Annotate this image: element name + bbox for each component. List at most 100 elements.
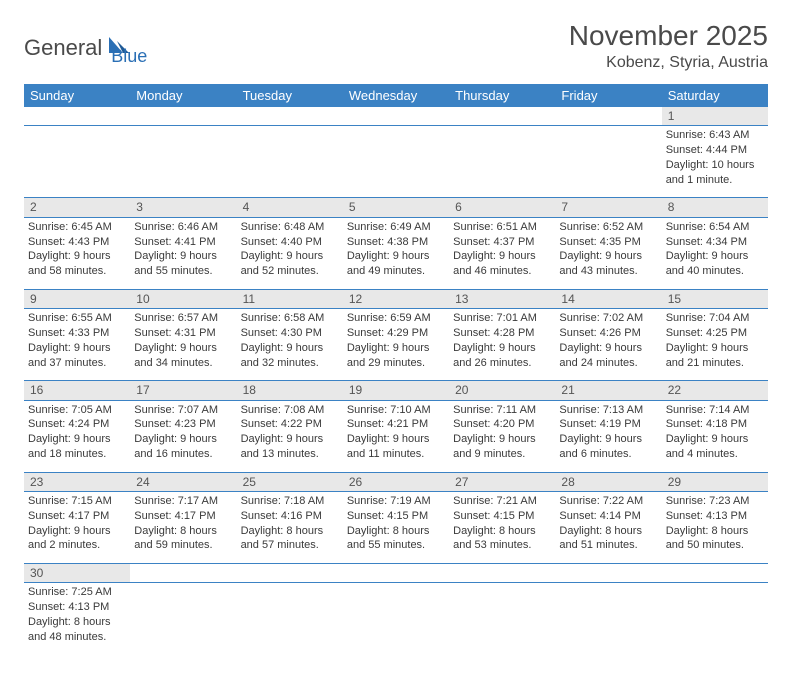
day-cell: Sunrise: 6:59 AMSunset: 4:29 PMDaylight:… [343,309,449,381]
day-number: 21 [555,381,661,400]
daylight-text: Daylight: 8 hours and 55 minutes. [347,524,445,554]
daylight-text: Daylight: 9 hours and 4 minutes. [666,432,764,462]
sunset-text: Sunset: 4:29 PM [347,326,445,341]
day-header-row: Sunday Monday Tuesday Wednesday Thursday… [24,84,768,107]
day-number [24,107,130,126]
sunset-text: Sunset: 4:17 PM [28,509,126,524]
daylight-text: Daylight: 9 hours and 9 minutes. [453,432,551,462]
day-number [343,563,449,582]
daylight-text: Daylight: 9 hours and 24 minutes. [559,341,657,371]
day-number [555,107,661,126]
day-number: 2 [24,198,130,217]
day-cell: Sunrise: 7:25 AMSunset: 4:13 PMDaylight:… [24,583,130,655]
title-block: November 2025 Kobenz, Styria, Austria [569,20,768,72]
sunrise-text: Sunrise: 7:08 AM [241,403,339,418]
day-number [662,563,768,582]
day-number: 9 [24,289,130,308]
day-number-row: 1 [24,107,768,126]
sunrise-text: Sunrise: 6:49 AM [347,220,445,235]
day-header: Tuesday [237,84,343,107]
daylight-text: Daylight: 9 hours and 34 minutes. [134,341,232,371]
daylight-text: Daylight: 9 hours and 18 minutes. [28,432,126,462]
day-cell: Sunrise: 7:08 AMSunset: 4:22 PMDaylight:… [237,400,343,472]
header: General Blue November 2025 Kobenz, Styri… [24,20,768,72]
day-number [130,107,236,126]
day-cell [130,583,236,655]
day-cell: Sunrise: 7:18 AMSunset: 4:16 PMDaylight:… [237,491,343,563]
sunrise-text: Sunrise: 7:13 AM [559,403,657,418]
day-header: Sunday [24,84,130,107]
day-cell: Sunrise: 6:55 AMSunset: 4:33 PMDaylight:… [24,309,130,381]
sunrise-text: Sunrise: 7:04 AM [666,311,764,326]
day-cell: Sunrise: 7:02 AMSunset: 4:26 PMDaylight:… [555,309,661,381]
day-number [237,563,343,582]
sunset-text: Sunset: 4:13 PM [28,600,126,615]
day-number [343,107,449,126]
sunset-text: Sunset: 4:35 PM [559,235,657,250]
day-cell: Sunrise: 7:10 AMSunset: 4:21 PMDaylight:… [343,400,449,472]
sunset-text: Sunset: 4:20 PM [453,417,551,432]
sunrise-text: Sunrise: 6:48 AM [241,220,339,235]
day-cell: Sunrise: 7:11 AMSunset: 4:20 PMDaylight:… [449,400,555,472]
daylight-text: Daylight: 9 hours and 43 minutes. [559,249,657,279]
day-cell: Sunrise: 7:14 AMSunset: 4:18 PMDaylight:… [662,400,768,472]
day-cell [237,583,343,655]
sunrise-text: Sunrise: 6:54 AM [666,220,764,235]
daylight-text: Daylight: 9 hours and 32 minutes. [241,341,339,371]
day-content-row: Sunrise: 6:55 AMSunset: 4:33 PMDaylight:… [24,309,768,381]
daylight-text: Daylight: 8 hours and 51 minutes. [559,524,657,554]
day-number: 20 [449,381,555,400]
day-number-row: 16171819202122 [24,381,768,400]
day-cell: Sunrise: 6:57 AMSunset: 4:31 PMDaylight:… [130,309,236,381]
day-header: Thursday [449,84,555,107]
sunrise-text: Sunrise: 6:45 AM [28,220,126,235]
day-cell: Sunrise: 7:15 AMSunset: 4:17 PMDaylight:… [24,491,130,563]
sunrise-text: Sunrise: 7:19 AM [347,494,445,509]
day-number: 24 [130,472,236,491]
sunset-text: Sunset: 4:28 PM [453,326,551,341]
sunset-text: Sunset: 4:26 PM [559,326,657,341]
day-cell: Sunrise: 7:05 AMSunset: 4:24 PMDaylight:… [24,400,130,472]
day-cell [343,126,449,198]
day-header: Saturday [662,84,768,107]
day-number: 11 [237,289,343,308]
day-cell: Sunrise: 7:22 AMSunset: 4:14 PMDaylight:… [555,491,661,563]
logo: General Blue [24,20,147,67]
day-cell [662,583,768,655]
day-cell: Sunrise: 6:49 AMSunset: 4:38 PMDaylight:… [343,217,449,289]
sunset-text: Sunset: 4:40 PM [241,235,339,250]
sunrise-text: Sunrise: 6:51 AM [453,220,551,235]
sunrise-text: Sunrise: 7:01 AM [453,311,551,326]
day-number: 17 [130,381,236,400]
month-title: November 2025 [569,20,768,52]
day-number [449,563,555,582]
daylight-text: Daylight: 9 hours and 52 minutes. [241,249,339,279]
sunrise-text: Sunrise: 7:14 AM [666,403,764,418]
day-cell: Sunrise: 7:04 AMSunset: 4:25 PMDaylight:… [662,309,768,381]
day-cell: Sunrise: 6:52 AMSunset: 4:35 PMDaylight:… [555,217,661,289]
day-number [130,563,236,582]
day-cell [24,126,130,198]
sunset-text: Sunset: 4:23 PM [134,417,232,432]
day-number-row: 9101112131415 [24,289,768,308]
day-cell [449,126,555,198]
sunset-text: Sunset: 4:33 PM [28,326,126,341]
sunset-text: Sunset: 4:16 PM [241,509,339,524]
day-cell: Sunrise: 6:54 AMSunset: 4:34 PMDaylight:… [662,217,768,289]
daylight-text: Daylight: 9 hours and 49 minutes. [347,249,445,279]
day-number-row: 23242526272829 [24,472,768,491]
day-number: 15 [662,289,768,308]
day-cell: Sunrise: 7:19 AMSunset: 4:15 PMDaylight:… [343,491,449,563]
daylight-text: Daylight: 9 hours and 46 minutes. [453,249,551,279]
sunrise-text: Sunrise: 7:15 AM [28,494,126,509]
day-number: 8 [662,198,768,217]
sunset-text: Sunset: 4:44 PM [666,143,764,158]
day-header: Wednesday [343,84,449,107]
day-number: 1 [662,107,768,126]
sunrise-text: Sunrise: 7:07 AM [134,403,232,418]
day-cell [555,126,661,198]
daylight-text: Daylight: 8 hours and 53 minutes. [453,524,551,554]
sunset-text: Sunset: 4:13 PM [666,509,764,524]
day-cell: Sunrise: 6:51 AMSunset: 4:37 PMDaylight:… [449,217,555,289]
day-cell [130,126,236,198]
